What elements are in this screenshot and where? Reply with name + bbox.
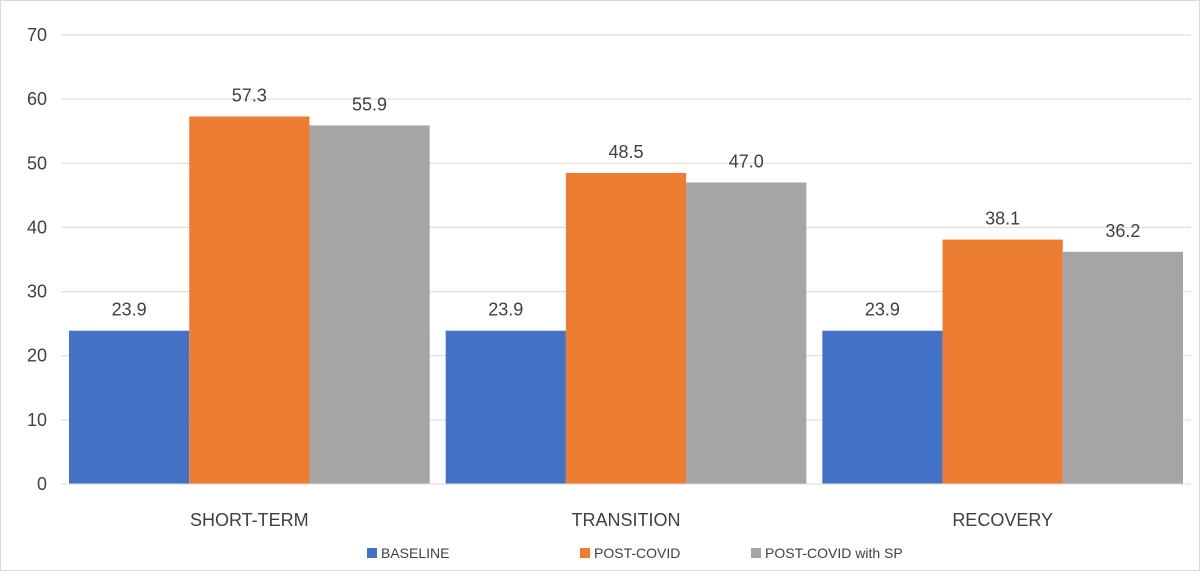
bar-baseline-recovery <box>822 330 943 484</box>
x-category-label: TRANSITION <box>571 510 680 530</box>
bar-baseline-transition <box>445 330 566 484</box>
bar-baseline-short-term <box>69 330 190 484</box>
bars <box>69 116 1183 484</box>
y-tick-label: 70 <box>27 25 47 45</box>
y-tick-label: 20 <box>27 346 47 366</box>
data-label: 23.9 <box>865 300 900 320</box>
legend-swatch <box>751 548 761 558</box>
y-tick-label: 10 <box>27 410 47 430</box>
data-label: 47.0 <box>729 152 764 172</box>
bar-post-covid-with-sp-short-term <box>309 125 430 484</box>
y-tick-label: 60 <box>27 89 47 109</box>
legend-label: POST-COVID with SP <box>765 545 903 561</box>
legend-label: POST-COVID <box>594 545 680 561</box>
bar-post-covid-recovery <box>942 239 1063 484</box>
data-label: 23.9 <box>488 300 523 320</box>
bar-post-covid-with-sp-transition <box>686 182 807 484</box>
x-category-label: SHORT-TERM <box>190 510 309 530</box>
bar-post-covid-with-sp-recovery <box>1062 251 1183 484</box>
y-tick-label: 40 <box>27 217 47 237</box>
legend: BASELINE POST-COVID POST-COVID with SP <box>367 545 903 561</box>
legend-label: BASELINE <box>381 545 449 561</box>
y-tick-label: 30 <box>27 282 47 302</box>
bar-post-covid-short-term <box>189 116 310 484</box>
x-axis: SHORT-TERM TRANSITION RECOVERY <box>61 483 1191 530</box>
y-tick-label: 0 <box>37 474 47 494</box>
data-label: 36.2 <box>1105 221 1140 241</box>
bar-post-covid-transition <box>565 172 687 484</box>
y-tick-label: 50 <box>27 153 47 173</box>
y-axis-tick-labels: 0 10 20 30 40 50 60 70 <box>27 25 47 494</box>
legend-swatch <box>367 548 377 558</box>
data-label: 23.9 <box>112 300 147 320</box>
data-label: 57.3 <box>232 85 267 105</box>
x-category-label: RECOVERY <box>952 510 1053 530</box>
legend-swatch <box>580 548 590 558</box>
data-labels: 23.9 57.3 55.9 23.9 48.5 47.0 23.9 38.1 36.2 <box>112 85 1141 319</box>
data-label: 55.9 <box>352 94 387 114</box>
data-label: 48.5 <box>608 142 643 162</box>
data-label: 38.1 <box>985 209 1020 229</box>
